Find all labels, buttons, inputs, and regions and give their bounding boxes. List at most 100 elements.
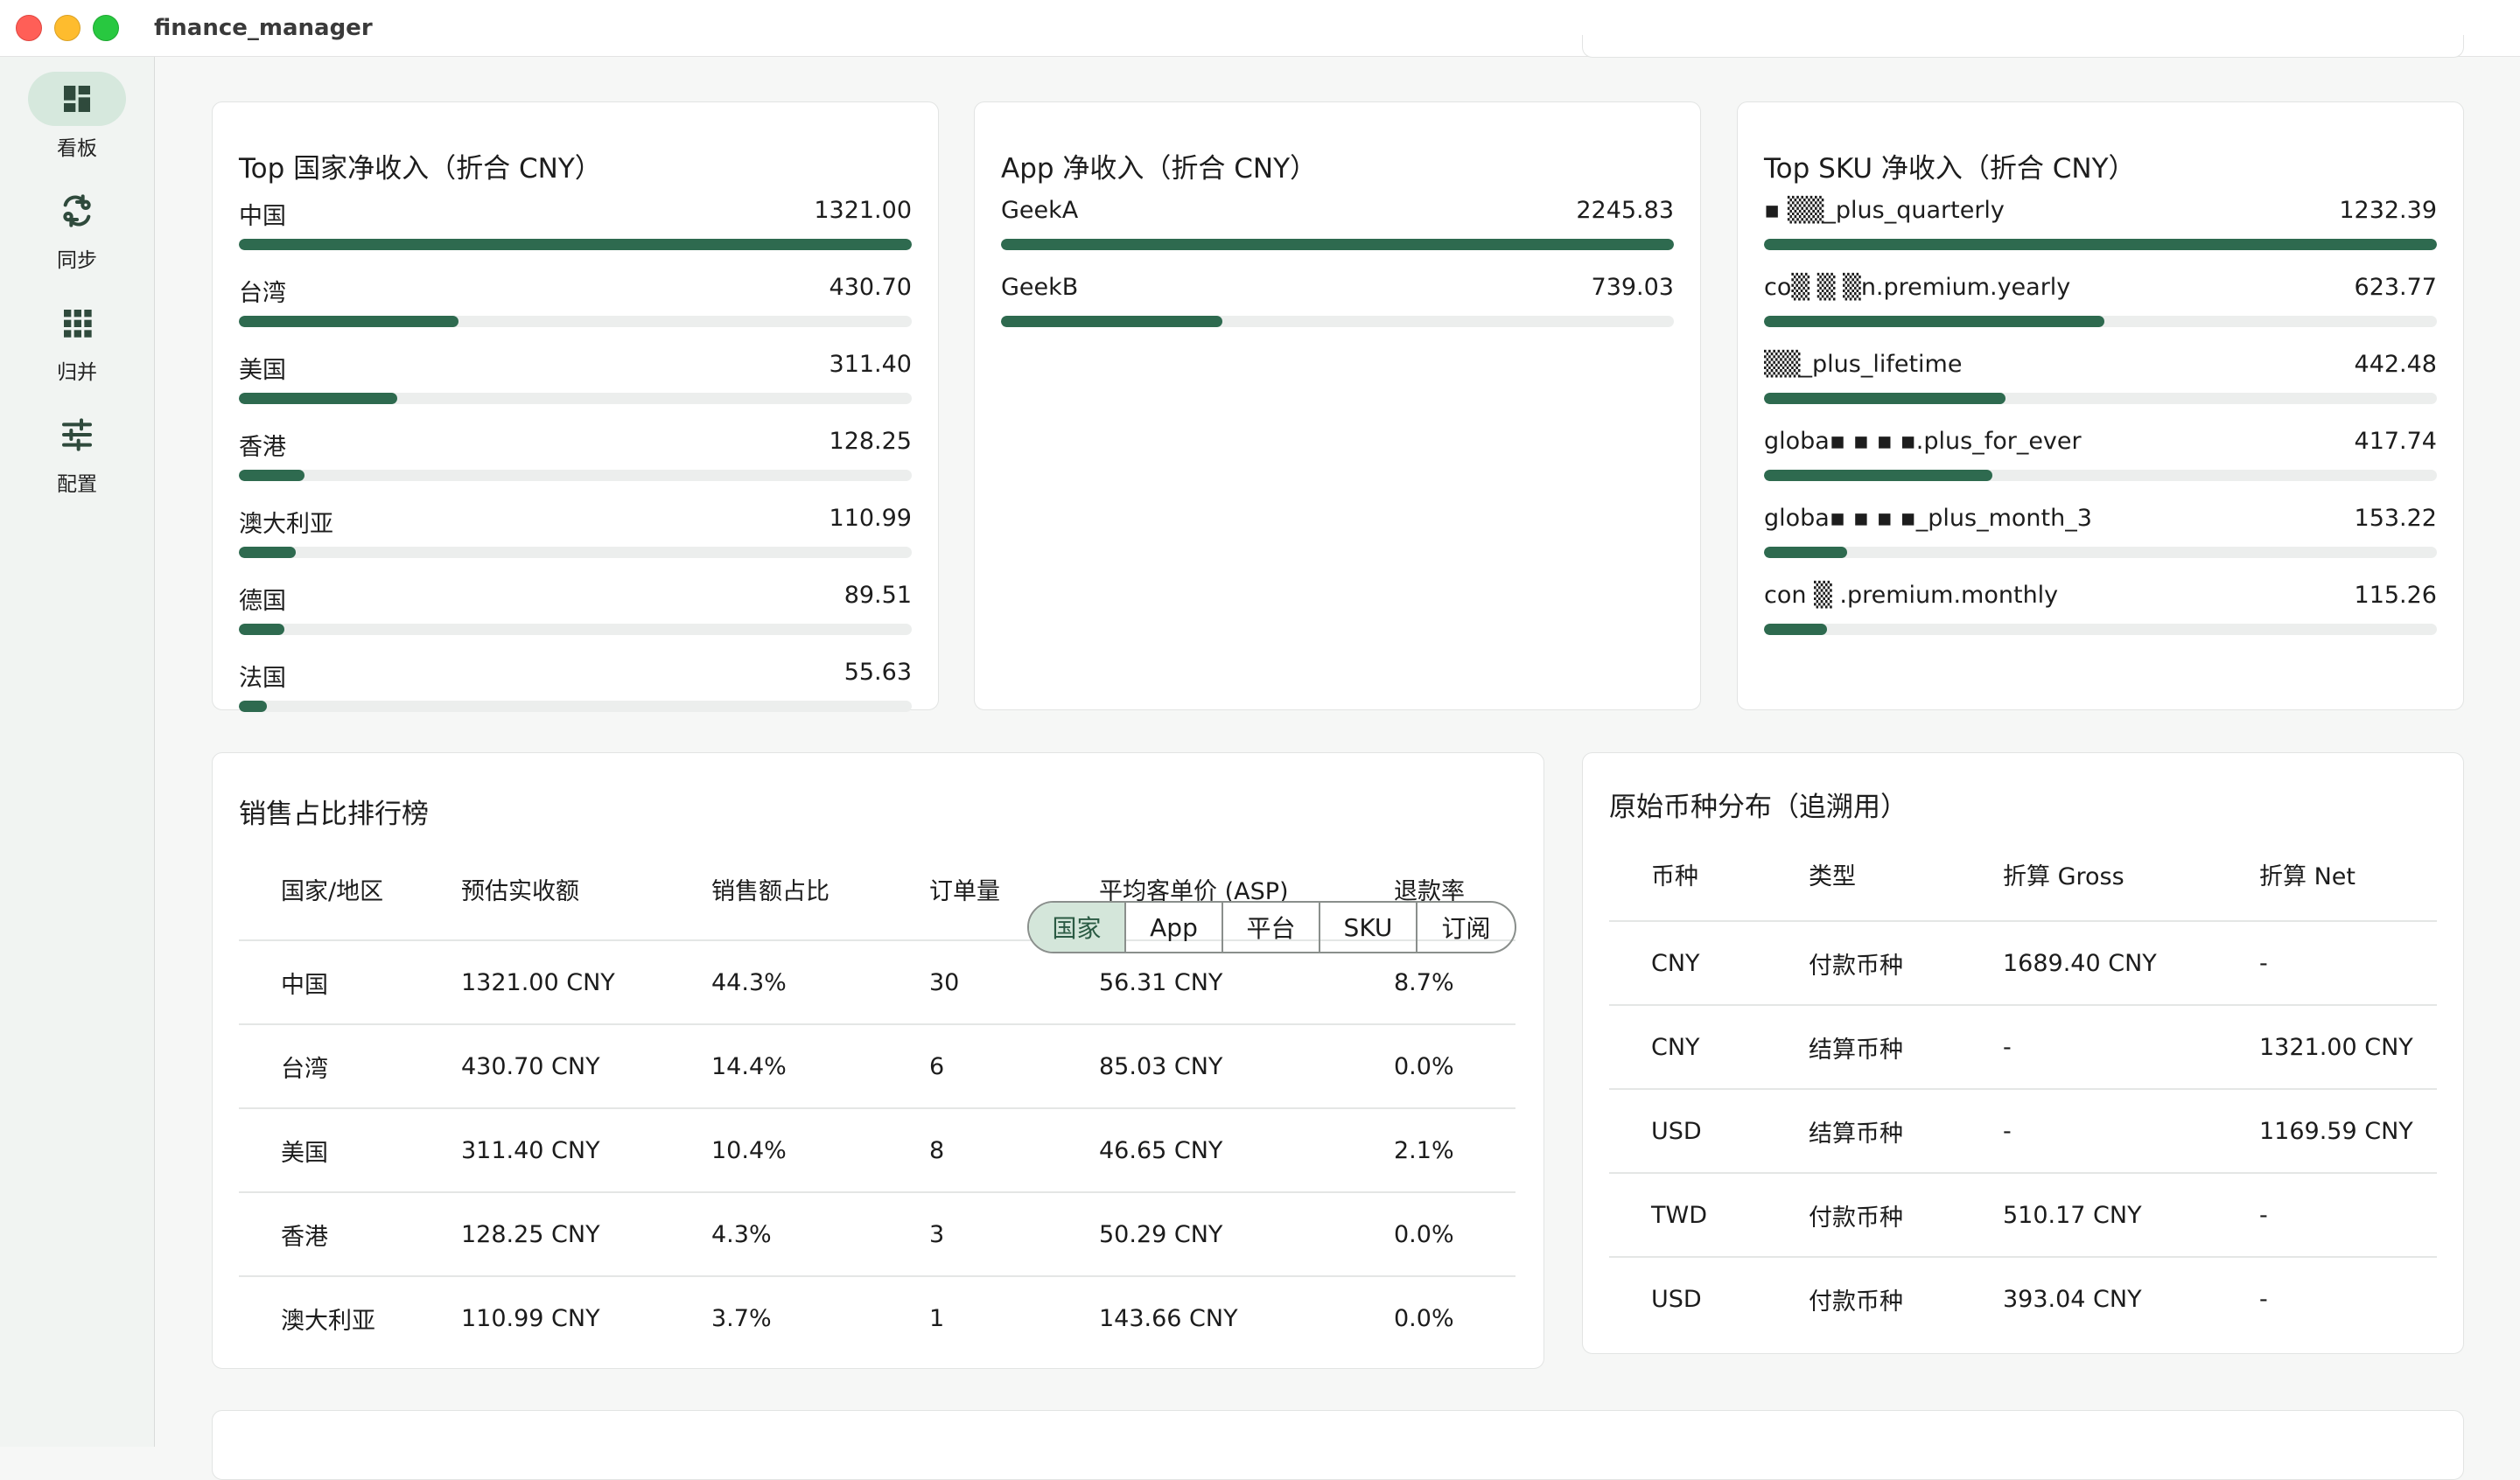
table-cell: CNY: [1609, 1004, 1809, 1089]
bar-fill: [1764, 547, 1848, 558]
bar-track: [1001, 316, 1674, 327]
table-cell: -: [2259, 1256, 2437, 1341]
column-header[interactable]: 平均客单价 (ASP): [1099, 878, 1289, 905]
table-row[interactable]: USD 结算币种 -1169.59 CNY: [1609, 1088, 2437, 1173]
tab-3[interactable]: SKU: [1320, 903, 1418, 952]
partial-card-top: [1582, 35, 2464, 58]
close-window-button[interactable]: [16, 15, 42, 41]
column-header[interactable]: 币种: [1651, 863, 1698, 890]
sidebar-item-merge[interactable]: 归并: [0, 296, 154, 392]
table-cell: 110.99 CNY: [461, 1275, 711, 1360]
bar-value: 2245.83: [1576, 197, 1674, 224]
table-cell: -: [2259, 920, 2437, 1005]
bar-track: [1001, 239, 1674, 250]
bar-track: [1764, 624, 2437, 635]
table-cell: 8: [929, 1107, 1099, 1192]
bar-label: 法国: [239, 665, 286, 692]
grid-icon: [28, 296, 126, 350]
table-cell: CNY: [1609, 920, 1809, 1005]
sidebar-item-dashboard[interactable]: 看板: [0, 72, 154, 168]
bar-label: globa▪ ▪ ▪ ▪_plus_month_3: [1764, 505, 2092, 532]
table-cell: 3: [929, 1191, 1099, 1276]
column-header[interactable]: 折算 Gross: [2003, 863, 2124, 890]
column-header[interactable]: 类型: [1809, 863, 1856, 890]
table-cell: 1169.59 CNY: [2259, 1088, 2437, 1173]
partial-card-bottom: [212, 1410, 2464, 1480]
sidebar-item-sync[interactable]: 同步: [0, 184, 154, 280]
bar-fill: [239, 393, 398, 404]
column-header[interactable]: 退款率: [1394, 878, 1465, 905]
column-header[interactable]: 预估实收额: [461, 878, 579, 905]
bar-label: co▒ ▒ ▒n.premium.yearly: [1764, 274, 2071, 301]
bar-value: 311.40: [829, 351, 912, 378]
column-header[interactable]: 订单量: [929, 878, 1000, 905]
table-row[interactable]: 澳大利亚 110.99 CNY 3.7% 1 143.66 CNY 0.0%: [239, 1275, 1516, 1360]
bar-label: 中国: [239, 203, 286, 230]
ranking-table: 国家/地区 预估实收额 销售额占比 订单量 平均客单价 (ASP) 退款率 中国…: [239, 839, 1516, 1360]
table-cell: 付款币种: [1809, 1256, 2003, 1341]
bar-fill: [239, 547, 296, 558]
bar-value: 623.77: [2354, 274, 2437, 301]
column-header[interactable]: 销售额占比: [711, 878, 830, 905]
table-cell: -: [2003, 1088, 2259, 1173]
table-row[interactable]: 中国 1321.00 CNY 44.3% 30 56.31 CNY 8.7%: [239, 939, 1516, 1024]
table-cell: 393.04 CNY: [2003, 1256, 2259, 1341]
maximize-window-button[interactable]: [93, 15, 119, 41]
bar-label: 德国: [239, 588, 286, 615]
bar-value: 430.70: [829, 274, 912, 301]
bar-label: GeekA: [1001, 197, 1079, 224]
dashboard-icon: [28, 72, 126, 126]
table-header-row: 币种 类型 折算 Gross 折算 Net: [1609, 828, 2437, 921]
window-controls: [16, 15, 119, 41]
bar-fill: [1001, 239, 1674, 250]
bar-value: 55.63: [844, 659, 912, 686]
column-header[interactable]: 折算 Net: [2259, 863, 2356, 890]
sidebar: 看板 同步 归并 配置: [0, 57, 155, 1447]
tab-4[interactable]: 订阅: [1441, 914, 1491, 943]
table-cell: 1321.00 CNY: [2259, 1004, 2437, 1089]
bar-value: 442.48: [2354, 351, 2437, 378]
tab-2[interactable]: 平台: [1223, 903, 1320, 952]
sliders-icon: [28, 408, 126, 462]
bar-label: 台湾: [239, 280, 286, 307]
bar-row: 中国 1321.00: [239, 197, 912, 250]
bar-label: ▒▒_plus_lifetime: [1764, 351, 1963, 378]
bar-row: co▒ ▒ ▒n.premium.yearly 623.77: [1764, 274, 2437, 327]
table-cell: 3.7%: [711, 1275, 929, 1360]
table-row[interactable]: 台湾 430.70 CNY 14.4% 6 85.03 CNY 0.0%: [239, 1023, 1516, 1108]
column-header[interactable]: 国家/地区: [281, 878, 384, 905]
tab-1[interactable]: App: [1126, 903, 1223, 952]
bar-row: GeekB 739.03: [1001, 274, 1674, 327]
minimize-window-button[interactable]: [54, 15, 80, 41]
table-row[interactable]: TWD 付款币种 510.17 CNY -: [1609, 1172, 2437, 1257]
sidebar-item-label: 归并: [57, 361, 97, 384]
table-row[interactable]: USD 付款币种 393.04 CNY -: [1609, 1256, 2437, 1341]
table-cell: 2.1%: [1394, 1107, 1516, 1192]
bar-row: 美国 311.40: [239, 351, 912, 404]
bar-value: 115.26: [2354, 582, 2437, 609]
table-cell: 311.40 CNY: [461, 1107, 711, 1192]
table-cell: 美国: [239, 1107, 461, 1192]
table-cell: 14.4%: [711, 1023, 929, 1108]
table-cell: 128.25 CNY: [461, 1191, 711, 1276]
sidebar-item-label: 配置: [57, 473, 97, 496]
bar-value: 128.25: [829, 428, 912, 455]
table-row[interactable]: CNY 结算币种 -1321.00 CNY: [1609, 1004, 2437, 1089]
sidebar-item-settings[interactable]: 配置: [0, 408, 154, 504]
table-row[interactable]: CNY 付款币种 1689.40 CNY -: [1609, 920, 2437, 1005]
bar-value: 153.22: [2354, 505, 2437, 532]
country-income-card: Top 国家净收入（折合 CNY） 中国 1321.00 台湾 430.70 美国 311…: [212, 101, 939, 712]
table-row[interactable]: 美国 311.40 CNY 10.4% 8 46.65 CNY 2.1%: [239, 1107, 1516, 1192]
bar-value: 89.51: [844, 582, 912, 609]
bar-value: 417.74: [2354, 428, 2437, 455]
bar-fill: [1764, 316, 2105, 327]
bar-track: [239, 393, 912, 404]
bar-fill: [1764, 624, 1828, 635]
bar-row: 德国 89.51: [239, 582, 912, 635]
table-cell: 0.0%: [1394, 1275, 1516, 1360]
tab-0[interactable]: 国家: [1029, 903, 1126, 952]
bar-track: [1764, 393, 2437, 404]
table-row[interactable]: 香港 128.25 CNY 4.3% 3 50.29 CNY 0.0%: [239, 1191, 1516, 1276]
table-cell: -: [2259, 1172, 2437, 1257]
card-title: Top SKU 净收入（折合 CNY）: [1764, 153, 2136, 185]
